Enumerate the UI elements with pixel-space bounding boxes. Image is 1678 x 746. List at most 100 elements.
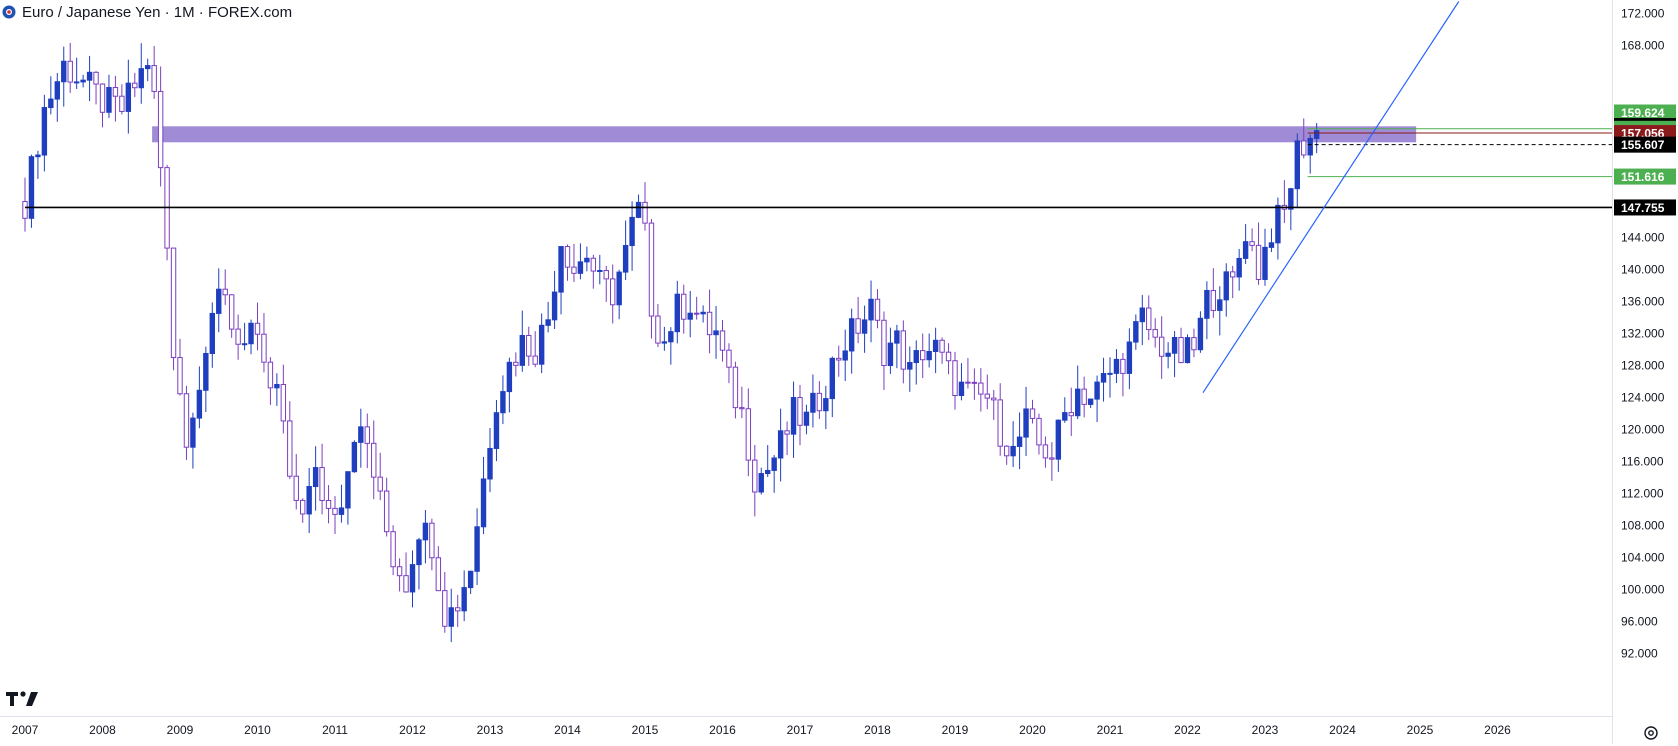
candle-body	[997, 399, 1003, 447]
time-axis[interactable]: 2007 2008 2009 2010 2011 2012 2013 2014 2015 2016…	[12, 723, 1512, 737]
candle-body	[112, 87, 119, 97]
candle-body	[93, 71, 99, 85]
y-tick-label: 124.000	[1621, 391, 1665, 405]
candle-body	[1313, 130, 1320, 139]
candle-body	[726, 349, 732, 368]
candle-body	[1178, 337, 1184, 364]
y-tick-label: 132.000	[1621, 327, 1665, 341]
candle-body	[455, 607, 461, 612]
x-tick-label: 2014	[554, 723, 581, 737]
eur-jpy-flag-icon[interactable]	[2, 5, 16, 19]
candle-body	[952, 360, 958, 397]
candle-body	[228, 294, 235, 330]
candle-body	[907, 362, 913, 370]
price-badge-bg	[1614, 168, 1676, 185]
candle-body	[132, 82, 138, 89]
candle-body	[1113, 358, 1120, 374]
candle-body	[287, 420, 293, 477]
candle-body	[790, 397, 797, 435]
candle-body	[1242, 241, 1249, 259]
candle-body	[435, 557, 442, 592]
candle-body	[590, 257, 597, 272]
candle-body	[222, 288, 228, 296]
candlestick-series	[22, 42, 1320, 643]
candle-body	[403, 575, 409, 593]
candle-body	[1249, 241, 1255, 246]
candle-body	[991, 397, 997, 401]
candle-body	[325, 499, 332, 509]
candle-body	[487, 447, 493, 480]
x-tick-label: 2008	[89, 723, 116, 737]
candle-body	[1204, 289, 1210, 319]
candle-body	[551, 291, 558, 321]
candle-body	[1087, 398, 1094, 405]
candle-body	[661, 341, 668, 344]
candle-body	[616, 271, 622, 306]
y-tick-label: 172.000	[1621, 7, 1665, 21]
candle-body	[765, 469, 771, 475]
candle-body	[887, 342, 894, 367]
candle-body	[1036, 417, 1042, 446]
candle-body	[848, 318, 855, 352]
y-tick-label: 96.000	[1621, 615, 1658, 629]
candle-body	[99, 83, 106, 113]
candle-body	[177, 357, 183, 395]
price-badge-bg	[1614, 199, 1676, 216]
candle-body	[816, 392, 823, 412]
candle-body	[170, 247, 177, 359]
candle-body	[209, 312, 215, 354]
candle-body	[519, 334, 525, 366]
candle-body	[422, 522, 429, 541]
x-tick-label: 2025	[1407, 723, 1434, 737]
candle-body	[674, 293, 680, 333]
price-badge-bg	[1614, 136, 1676, 153]
candle-body	[971, 381, 978, 384]
y-tick-label: 92.000	[1621, 647, 1658, 661]
y-tick-label: 144.000	[1621, 231, 1665, 245]
candle-body	[371, 442, 377, 478]
candle-body	[480, 478, 487, 528]
candle-body	[1158, 336, 1165, 357]
chart-header: Euro / Japanese Yen · 1M · FOREX.com	[2, 2, 299, 22]
x-tick-label: 2011	[322, 723, 348, 737]
candle-body	[145, 65, 151, 70]
symbol-title[interactable]: Euro / Japanese Yen · 1M · FOREX.com	[22, 3, 293, 21]
candle-body	[1223, 271, 1229, 301]
candle-body	[1003, 445, 1010, 457]
tradingview-logo-icon[interactable]	[6, 690, 38, 708]
candle-body	[1275, 204, 1281, 244]
candle-body	[603, 269, 609, 280]
candle-body	[965, 381, 971, 384]
candle-body	[306, 486, 312, 515]
candle-body	[1049, 457, 1055, 460]
candle-body	[900, 330, 907, 370]
candle-body	[319, 467, 325, 501]
price-badge-bg	[1614, 104, 1676, 121]
candle-body	[1075, 388, 1081, 417]
candle-body	[500, 391, 506, 414]
gear-icon[interactable]	[1643, 725, 1659, 741]
price-axis[interactable]: 92.000 96.000 100.000 104.000 108.000 112.000…	[1621, 7, 1665, 661]
candle-body	[784, 430, 790, 435]
candle-body	[1029, 408, 1036, 419]
x-tick-label: 2018	[864, 723, 891, 737]
candle-body	[493, 412, 500, 449]
candle-body	[584, 257, 590, 263]
price-badge-label: 147.755	[1621, 201, 1665, 215]
candle-body	[248, 322, 254, 345]
candle-body	[1016, 436, 1023, 447]
candle-body	[216, 288, 222, 314]
candle-body	[351, 441, 358, 473]
candle-body	[932, 339, 939, 352]
candle-body	[1139, 307, 1145, 323]
candle-body	[442, 590, 448, 627]
candle-body	[448, 607, 454, 627]
candle-body	[526, 334, 532, 357]
candle-body	[797, 397, 803, 426]
candle-body	[978, 382, 984, 395]
candle-body	[564, 246, 571, 268]
x-tick-label: 2019	[942, 723, 969, 737]
horizontal-lines	[25, 128, 1612, 209]
candle-body	[506, 361, 513, 393]
